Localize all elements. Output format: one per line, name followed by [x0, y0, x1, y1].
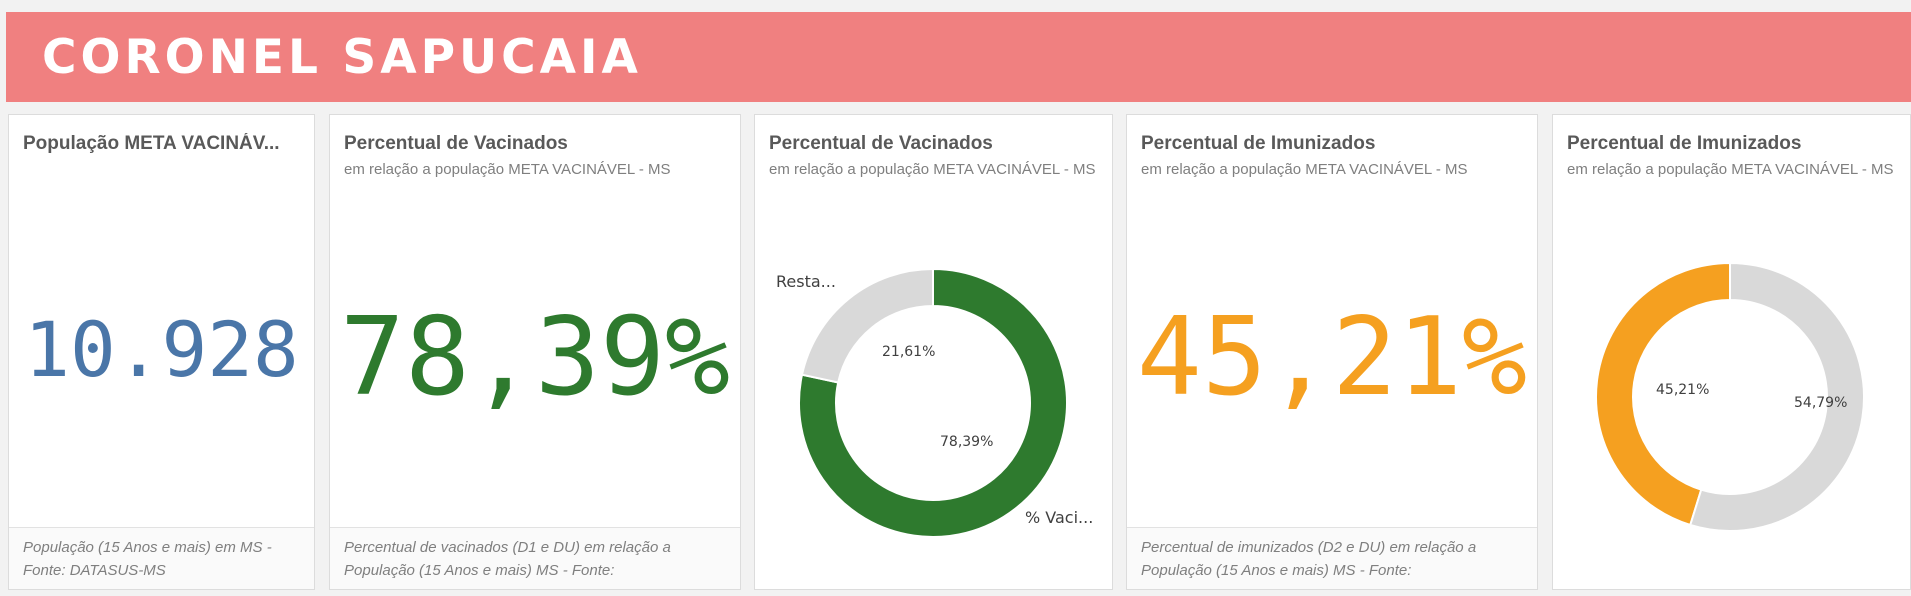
card-subtitle: em relação a população META VACINÁVEL - … — [344, 161, 671, 178]
card-subtitle: em relação a população META VACINÁVEL - … — [1567, 161, 1894, 178]
kpi-value: 45,21% — [1136, 295, 1528, 420]
donut-card-immunized[interactable]: Percentual de Imunizados em relação a po… — [1552, 114, 1911, 590]
card-title: População META VACINÁV... — [23, 133, 280, 154]
donut-chart-vaccinated[interactable]: 78,39% 21,61% % Vaci... Resta... — [755, 115, 1113, 590]
donut-slice[interactable] — [800, 267, 934, 384]
page-title: CORONEL SAPUCAIA — [42, 30, 642, 85]
card-subtitle: em relação a população META VACINÁVEL - … — [769, 161, 1096, 178]
kpi-card-population[interactable]: População META VACINÁV... 10.928 Populaç… — [8, 114, 315, 590]
donut-slice[interactable] — [1595, 261, 1731, 527]
slice-category-label: % Vaci... — [1025, 508, 1093, 527]
donut-slice[interactable] — [1689, 261, 1865, 532]
card-footnote: Percentual de vacinados (D1 e DU) em rel… — [330, 527, 740, 589]
slice-value-label: 21,61% — [882, 344, 935, 360]
card-footnote: População (15 Anos e mais) em MS - Fonte… — [9, 527, 314, 589]
slice-category-label: Resta... — [776, 272, 836, 291]
card-title: Percentual de Vacinados — [344, 133, 568, 154]
slice-value-label: 78,39% — [940, 434, 993, 450]
card-subtitle: em relação a população META VACINÁVEL - … — [1141, 161, 1468, 178]
kpi-value: 10.928 — [24, 305, 299, 394]
header-banner: CORONEL SAPUCAIA — [6, 12, 1911, 102]
kpi-card-vaccinated[interactable]: Percentual de Vacinados em relação a pop… — [329, 114, 741, 590]
kpi-card-immunized[interactable]: Percentual de Imunizados em relação a po… — [1126, 114, 1538, 590]
card-title: Percentual de Imunizados — [1141, 133, 1376, 154]
kpi-value: 78,39% — [339, 295, 731, 420]
card-footnote: Percentual de imunizados (D2 e DU) em re… — [1127, 527, 1537, 589]
donut-card-vaccinated[interactable]: Percentual de Vacinados em relação a pop… — [754, 114, 1113, 590]
donut-slice[interactable] — [798, 267, 1068, 538]
slice-value-label: 54,79% — [1794, 395, 1847, 411]
donut-chart-immunized[interactable]: 45,21% 54,79% — [1553, 115, 1911, 590]
slice-value-label: 45,21% — [1656, 382, 1709, 398]
